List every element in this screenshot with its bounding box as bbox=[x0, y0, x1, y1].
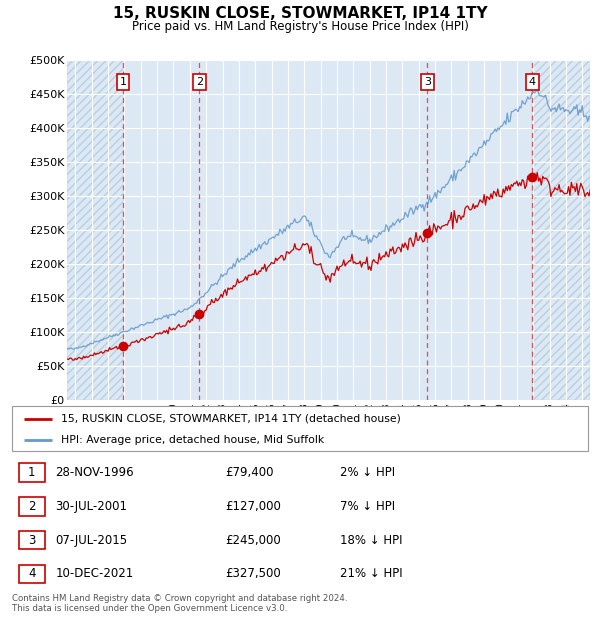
Bar bbox=[19, 565, 45, 583]
Text: 1: 1 bbox=[119, 78, 127, 87]
Text: £327,500: £327,500 bbox=[225, 567, 281, 580]
Text: 3: 3 bbox=[28, 534, 35, 547]
Text: Contains HM Land Registry data © Crown copyright and database right 2024.
This d: Contains HM Land Registry data © Crown c… bbox=[12, 594, 347, 613]
Text: 4: 4 bbox=[529, 78, 536, 87]
Text: 7% ↓ HPI: 7% ↓ HPI bbox=[340, 500, 395, 513]
Text: 15, RUSKIN CLOSE, STOWMARKET, IP14 1TY (detached house): 15, RUSKIN CLOSE, STOWMARKET, IP14 1TY (… bbox=[61, 414, 401, 423]
Text: Price paid vs. HM Land Registry's House Price Index (HPI): Price paid vs. HM Land Registry's House … bbox=[131, 20, 469, 33]
Text: £245,000: £245,000 bbox=[225, 534, 281, 547]
Text: 21% ↓ HPI: 21% ↓ HPI bbox=[340, 567, 403, 580]
Text: HPI: Average price, detached house, Mid Suffolk: HPI: Average price, detached house, Mid … bbox=[61, 435, 324, 445]
Text: 10-DEC-2021: 10-DEC-2021 bbox=[55, 567, 133, 580]
Text: 2% ↓ HPI: 2% ↓ HPI bbox=[340, 466, 395, 479]
Text: £79,400: £79,400 bbox=[225, 466, 274, 479]
Bar bbox=[19, 531, 45, 549]
Text: 4: 4 bbox=[28, 567, 35, 580]
Bar bbox=[19, 463, 45, 482]
Bar bbox=[19, 497, 45, 516]
Text: 18% ↓ HPI: 18% ↓ HPI bbox=[340, 534, 403, 547]
Text: 15, RUSKIN CLOSE, STOWMARKET, IP14 1TY: 15, RUSKIN CLOSE, STOWMARKET, IP14 1TY bbox=[113, 6, 487, 21]
Text: 2: 2 bbox=[196, 78, 203, 87]
Text: £127,000: £127,000 bbox=[225, 500, 281, 513]
Text: 30-JUL-2001: 30-JUL-2001 bbox=[55, 500, 127, 513]
Text: 07-JUL-2015: 07-JUL-2015 bbox=[55, 534, 127, 547]
Text: 1: 1 bbox=[28, 466, 35, 479]
Text: 2: 2 bbox=[28, 500, 35, 513]
Text: 3: 3 bbox=[424, 78, 431, 87]
Text: 28-NOV-1996: 28-NOV-1996 bbox=[55, 466, 134, 479]
